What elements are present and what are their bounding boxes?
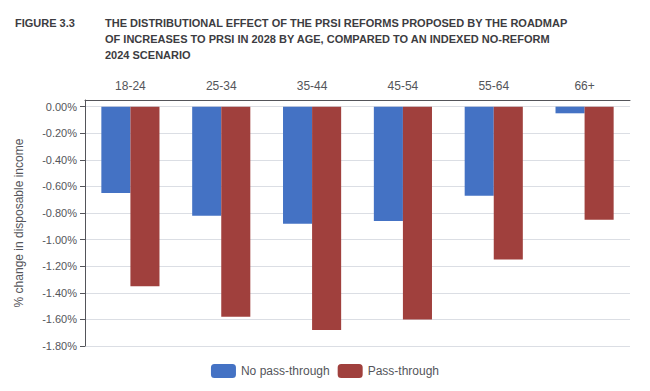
svg-text:FIGURE 3.3: FIGURE 3.3 xyxy=(15,17,75,29)
svg-text:35-44: 35-44 xyxy=(297,79,328,93)
svg-text:-0.80%: -0.80% xyxy=(42,207,77,219)
svg-text:% change in disposable income: % change in disposable income xyxy=(12,138,26,307)
svg-text:THE DISTRIBUTIONAL EFFECT OF T: THE DISTRIBUTIONAL EFFECT OF THE PRSI RE… xyxy=(105,17,567,29)
svg-text:0.00%: 0.00% xyxy=(46,101,77,113)
svg-text:-0.60%: -0.60% xyxy=(42,180,77,192)
svg-text:OF INCREASES TO PRSI IN 2028 B: OF INCREASES TO PRSI IN 2028 BY AGE, COM… xyxy=(105,33,550,45)
svg-text:66+: 66+ xyxy=(574,79,594,93)
svg-text:-1.20%: -1.20% xyxy=(42,260,77,272)
svg-text:-0.40%: -0.40% xyxy=(42,154,77,166)
svg-text:No pass-through: No pass-through xyxy=(241,364,330,378)
svg-text:2024 SCENARIO: 2024 SCENARIO xyxy=(105,49,191,61)
svg-text:-1.40%: -1.40% xyxy=(42,287,77,299)
svg-text:-0.20%: -0.20% xyxy=(42,127,77,139)
svg-text:25-34: 25-34 xyxy=(206,79,237,93)
svg-text:Pass-through: Pass-through xyxy=(368,364,439,378)
svg-text:55-64: 55-64 xyxy=(478,79,509,93)
svg-text:45-54: 45-54 xyxy=(388,79,419,93)
svg-text:-1.00%: -1.00% xyxy=(42,234,77,246)
svg-text:-1.60%: -1.60% xyxy=(42,313,77,325)
svg-text:18-24: 18-24 xyxy=(115,79,146,93)
svg-text:-1.80%: -1.80% xyxy=(42,340,77,352)
